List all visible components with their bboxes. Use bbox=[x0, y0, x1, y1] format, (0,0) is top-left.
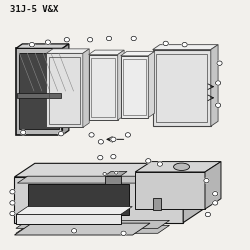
Circle shape bbox=[217, 61, 222, 66]
Polygon shape bbox=[16, 214, 121, 224]
Circle shape bbox=[157, 162, 162, 166]
Polygon shape bbox=[135, 162, 221, 172]
Circle shape bbox=[182, 42, 187, 47]
Circle shape bbox=[163, 41, 168, 46]
Circle shape bbox=[89, 133, 94, 137]
Circle shape bbox=[103, 172, 106, 176]
Circle shape bbox=[204, 178, 209, 183]
Circle shape bbox=[106, 36, 112, 41]
Polygon shape bbox=[16, 225, 170, 233]
Polygon shape bbox=[135, 172, 205, 209]
Polygon shape bbox=[89, 54, 118, 120]
Polygon shape bbox=[14, 163, 203, 177]
Polygon shape bbox=[16, 44, 69, 48]
Polygon shape bbox=[18, 93, 61, 98]
Polygon shape bbox=[205, 162, 221, 209]
Circle shape bbox=[64, 38, 70, 42]
Circle shape bbox=[212, 192, 218, 196]
Circle shape bbox=[58, 132, 64, 136]
Circle shape bbox=[114, 171, 118, 174]
Polygon shape bbox=[105, 176, 121, 184]
Polygon shape bbox=[153, 50, 211, 126]
Circle shape bbox=[216, 103, 221, 108]
Circle shape bbox=[72, 228, 77, 233]
Polygon shape bbox=[16, 48, 62, 135]
Polygon shape bbox=[20, 53, 59, 129]
Circle shape bbox=[212, 201, 218, 205]
Circle shape bbox=[216, 81, 221, 85]
Polygon shape bbox=[14, 223, 150, 235]
Circle shape bbox=[205, 212, 210, 217]
Circle shape bbox=[121, 231, 126, 235]
Polygon shape bbox=[89, 50, 124, 54]
Polygon shape bbox=[46, 49, 89, 53]
Circle shape bbox=[98, 156, 103, 160]
Polygon shape bbox=[121, 51, 155, 56]
Polygon shape bbox=[83, 49, 89, 128]
Polygon shape bbox=[118, 50, 124, 120]
Polygon shape bbox=[121, 56, 148, 118]
Polygon shape bbox=[153, 198, 161, 210]
Polygon shape bbox=[105, 172, 127, 176]
Polygon shape bbox=[28, 184, 129, 215]
Polygon shape bbox=[46, 53, 83, 128]
Circle shape bbox=[111, 137, 116, 141]
Text: 31J-5 V&X: 31J-5 V&X bbox=[10, 5, 58, 14]
Circle shape bbox=[146, 158, 151, 163]
Polygon shape bbox=[153, 45, 218, 50]
Circle shape bbox=[29, 42, 34, 47]
Circle shape bbox=[131, 36, 136, 41]
Polygon shape bbox=[183, 163, 204, 223]
Circle shape bbox=[20, 130, 26, 135]
Polygon shape bbox=[16, 206, 132, 214]
Circle shape bbox=[111, 154, 116, 159]
Circle shape bbox=[10, 190, 15, 194]
Polygon shape bbox=[148, 51, 155, 118]
Ellipse shape bbox=[174, 163, 190, 170]
Circle shape bbox=[98, 140, 103, 144]
Polygon shape bbox=[211, 45, 218, 126]
Circle shape bbox=[88, 38, 93, 42]
Polygon shape bbox=[18, 176, 193, 183]
Polygon shape bbox=[62, 44, 69, 135]
Polygon shape bbox=[16, 220, 170, 228]
Circle shape bbox=[45, 40, 51, 44]
Circle shape bbox=[125, 133, 130, 137]
Circle shape bbox=[10, 201, 15, 205]
Polygon shape bbox=[14, 177, 183, 223]
Circle shape bbox=[10, 211, 15, 216]
